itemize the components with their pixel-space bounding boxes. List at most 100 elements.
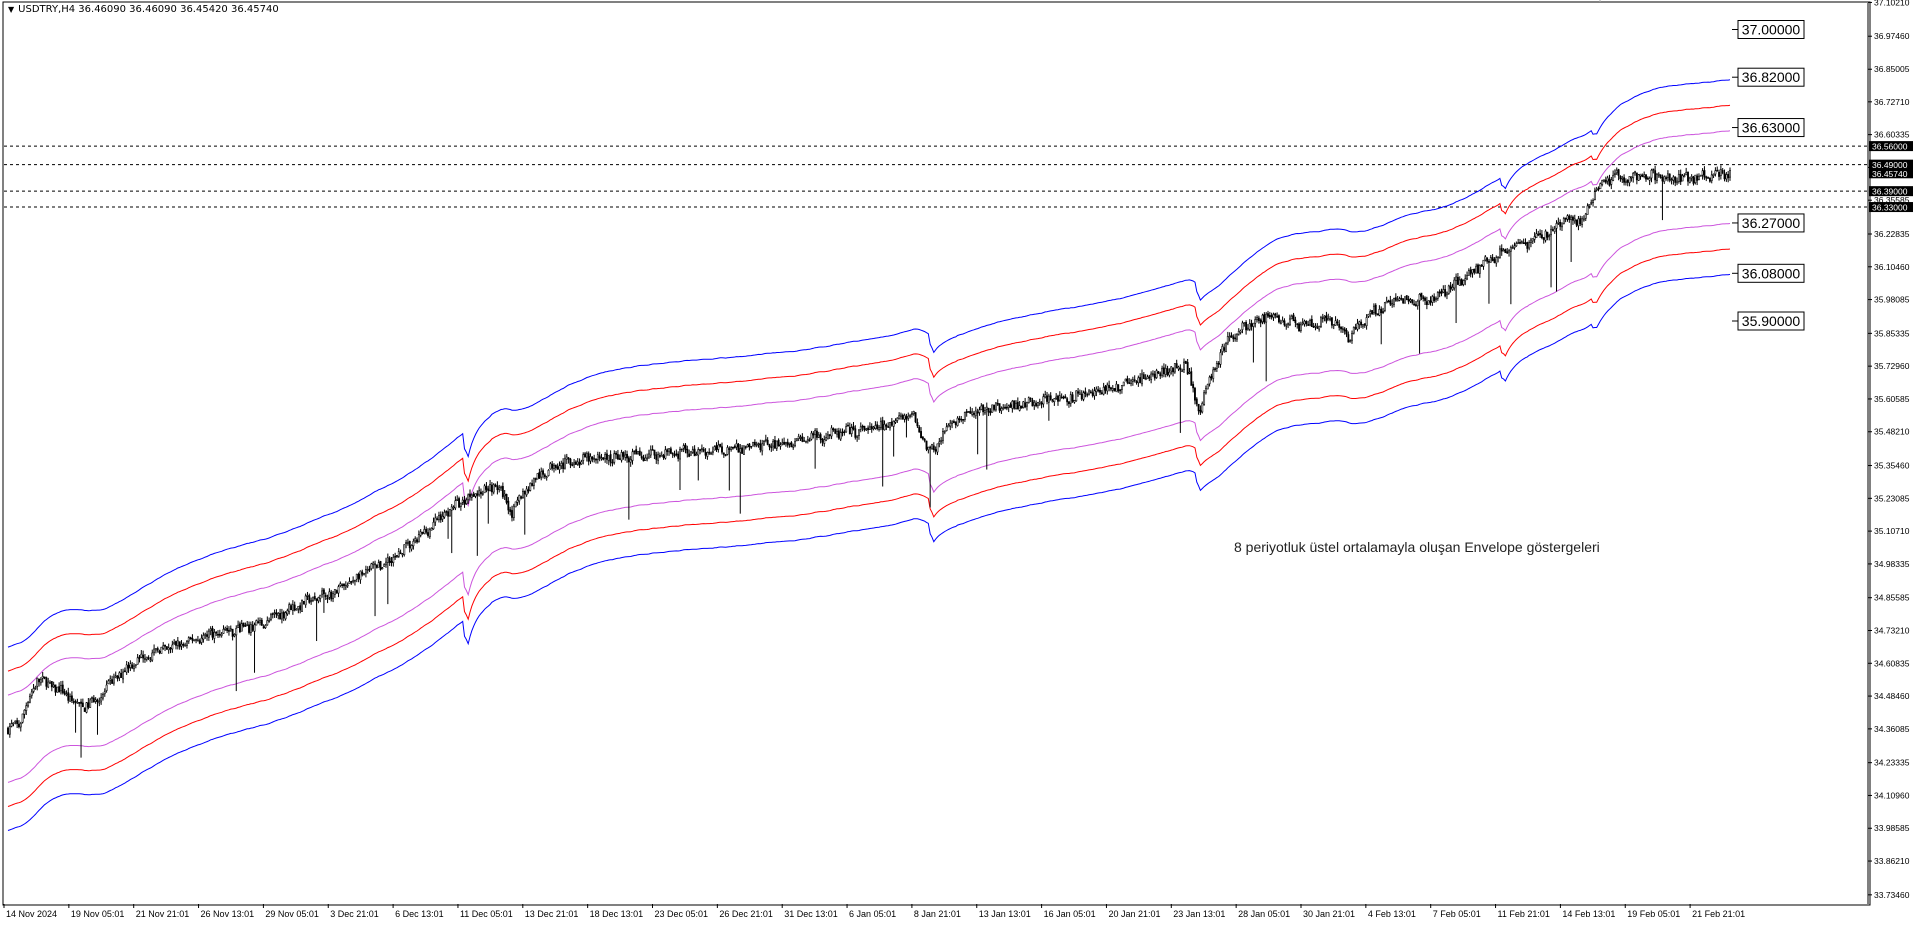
candle-body bbox=[1069, 394, 1072, 404]
candle-body bbox=[1053, 398, 1056, 403]
candle-body bbox=[151, 652, 154, 661]
candle-body bbox=[795, 438, 798, 441]
candle-body bbox=[228, 630, 230, 632]
candle-body bbox=[932, 445, 935, 450]
candle-body bbox=[19, 722, 22, 728]
envelope-outer-upper-line bbox=[7, 79, 1731, 648]
candle-body bbox=[140, 653, 143, 658]
candle-body bbox=[1469, 269, 1472, 275]
candle-body bbox=[788, 442, 791, 445]
candle-body bbox=[98, 701, 101, 704]
candle-body bbox=[1009, 404, 1012, 408]
candle-body bbox=[1117, 384, 1120, 392]
candle-body bbox=[918, 426, 921, 433]
time-tick-label: 3 Dec 21:01 bbox=[330, 909, 379, 919]
candle-body bbox=[775, 440, 778, 449]
time-tick-label: 8 Jan 21:01 bbox=[914, 909, 961, 919]
candlesticks[interactable] bbox=[7, 165, 1731, 758]
candle-body bbox=[1615, 169, 1618, 174]
candle-body bbox=[485, 486, 488, 490]
candle-body bbox=[354, 579, 356, 582]
candle-body bbox=[1500, 248, 1503, 252]
candle-body bbox=[531, 483, 534, 486]
candle-body bbox=[1619, 176, 1622, 180]
candle-body bbox=[1259, 319, 1262, 324]
candle-body bbox=[1184, 360, 1187, 364]
candle-body bbox=[346, 584, 349, 587]
candle-body bbox=[319, 594, 322, 599]
candle-body bbox=[1307, 324, 1310, 326]
candle-body bbox=[1303, 320, 1306, 325]
price-axis[interactable]: 37.10210 36.97460 36.85005 36.72710 36.60335… bbox=[1867, 0, 1913, 904]
candle-body bbox=[571, 464, 574, 466]
candle-body bbox=[405, 542, 408, 545]
candle-body bbox=[799, 437, 802, 439]
candle-body bbox=[505, 493, 508, 503]
candle-body bbox=[1110, 387, 1112, 390]
candle-body bbox=[1599, 183, 1602, 190]
candle-body bbox=[611, 461, 614, 464]
candle-body bbox=[503, 493, 506, 497]
candle-body bbox=[1634, 171, 1636, 174]
candle-body bbox=[330, 591, 333, 600]
candle-body bbox=[434, 517, 437, 523]
candle-body bbox=[1005, 406, 1008, 409]
candle-body bbox=[217, 633, 219, 636]
candle-body bbox=[1287, 323, 1290, 326]
candle-body bbox=[626, 453, 628, 459]
candle-body bbox=[516, 499, 519, 503]
price-tick-label: 35.85335 bbox=[1874, 328, 1910, 338]
candle-body bbox=[1283, 320, 1286, 326]
collapse-triangle-icon[interactable]: ▼ bbox=[8, 5, 15, 14]
candle-body bbox=[206, 634, 208, 637]
candle-body bbox=[644, 457, 647, 461]
candle-body bbox=[16, 720, 19, 724]
candle-body bbox=[78, 702, 81, 704]
candle-body bbox=[702, 448, 705, 452]
candle-body bbox=[321, 590, 324, 595]
candle-body bbox=[438, 515, 440, 521]
candle-body bbox=[1466, 275, 1468, 280]
candle-body bbox=[675, 453, 678, 456]
candle-body bbox=[671, 452, 674, 455]
candle-body bbox=[584, 453, 586, 458]
candle-body bbox=[1573, 218, 1576, 222]
candle-body bbox=[984, 410, 986, 414]
candle-body bbox=[1210, 375, 1213, 379]
candle-body bbox=[416, 539, 418, 543]
candle-body bbox=[927, 446, 930, 451]
candle-body bbox=[693, 448, 696, 457]
candle-body bbox=[962, 418, 964, 421]
candle-body bbox=[1440, 291, 1443, 294]
candle-body bbox=[1285, 324, 1288, 327]
candle-body bbox=[1309, 320, 1311, 326]
horizontal-lines[interactable] bbox=[4, 145, 1868, 208]
candle-body bbox=[364, 569, 367, 574]
candle-body bbox=[1530, 239, 1532, 244]
candle-body bbox=[1367, 314, 1370, 317]
time-tick-label: 26 Nov 13:01 bbox=[201, 909, 255, 919]
candle-body bbox=[1272, 314, 1275, 318]
candle-body bbox=[761, 443, 764, 452]
candle-body bbox=[750, 445, 753, 448]
candle-body bbox=[377, 562, 380, 568]
candle-body bbox=[447, 511, 450, 517]
candle-body bbox=[123, 670, 126, 673]
candle-body bbox=[1016, 401, 1019, 410]
candle-body bbox=[686, 448, 689, 454]
time-axis[interactable]: 14 Nov 2024 19 Nov 05:01 21 Nov 21:01 26 No… bbox=[3, 904, 1745, 919]
envelope-outer-lower-line bbox=[7, 273, 1731, 831]
candle-body bbox=[1157, 371, 1160, 374]
candle-body bbox=[496, 485, 499, 491]
candle-body bbox=[812, 433, 815, 436]
candle-body bbox=[1243, 322, 1246, 325]
candle-body bbox=[878, 427, 880, 430]
candle-body bbox=[21, 713, 24, 723]
candle-body bbox=[757, 443, 760, 445]
candle-body bbox=[1546, 231, 1549, 238]
price-tick-label: 37.10210 bbox=[1874, 0, 1910, 7]
time-tick-label: 13 Jan 13:01 bbox=[979, 909, 1031, 919]
candle-body bbox=[1015, 402, 1017, 409]
candle-body bbox=[200, 637, 203, 643]
